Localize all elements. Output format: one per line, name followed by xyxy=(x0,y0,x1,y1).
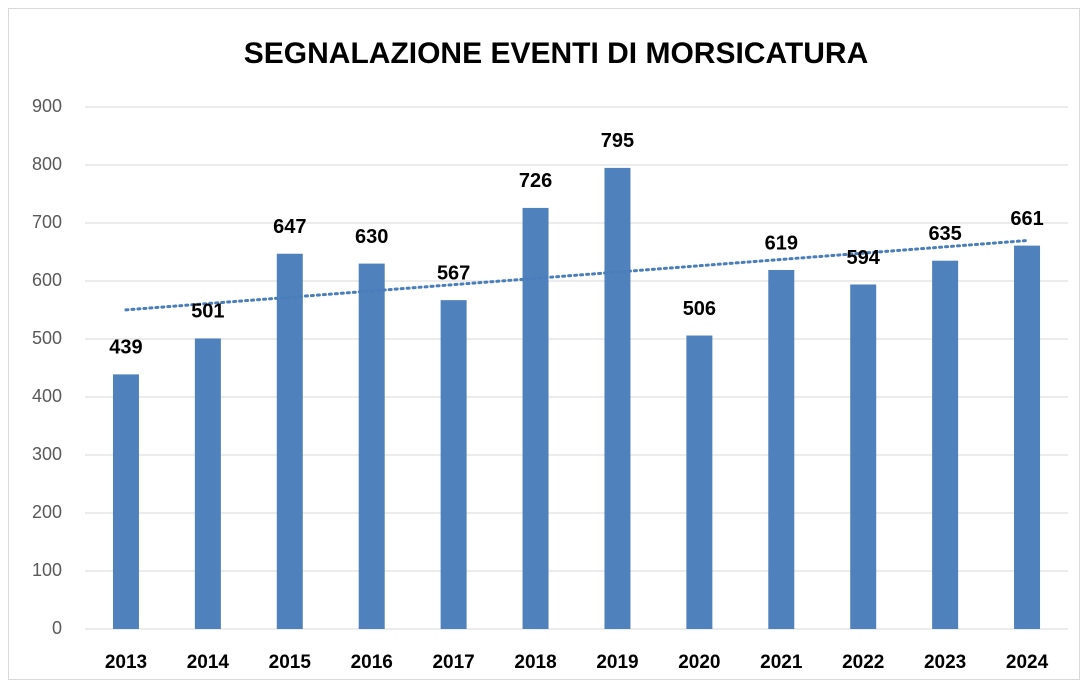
x-tick-label: 2019 xyxy=(596,652,638,673)
data-label: 726 xyxy=(519,170,552,192)
bar xyxy=(276,253,303,630)
bar xyxy=(850,284,877,629)
data-label: 594 xyxy=(847,247,881,269)
x-tick-label: 2020 xyxy=(678,652,720,673)
y-tick-label: 0 xyxy=(52,618,62,638)
x-tick-label: 2023 xyxy=(924,652,966,673)
x-tick-label: 2017 xyxy=(432,652,474,673)
y-tick-label: 600 xyxy=(32,270,62,290)
y-tick-label: 800 xyxy=(32,154,62,174)
bar xyxy=(686,335,713,629)
data-label: 630 xyxy=(355,226,388,248)
data-label: 661 xyxy=(1010,208,1043,230)
x-tick-label: 2016 xyxy=(351,652,393,673)
x-tick-label: 2018 xyxy=(514,652,556,673)
y-tick-label: 500 xyxy=(32,328,62,348)
bar xyxy=(112,374,139,629)
y-tick-label: 200 xyxy=(32,502,62,522)
data-label: 506 xyxy=(683,298,716,320)
data-label: 647 xyxy=(273,216,306,238)
x-tick-label: 2014 xyxy=(187,652,230,673)
data-label: 501 xyxy=(191,301,224,323)
bar xyxy=(358,263,385,629)
x-tick-label: 2024 xyxy=(1006,652,1049,673)
data-label: 619 xyxy=(765,232,798,254)
bar xyxy=(440,300,467,629)
data-label: 635 xyxy=(928,223,961,245)
y-tick-label: 300 xyxy=(32,444,62,464)
bar xyxy=(1014,245,1041,629)
y-tick-label: 400 xyxy=(32,386,62,406)
x-tick-label: 2021 xyxy=(760,652,803,673)
data-label: 439 xyxy=(109,337,142,359)
bar xyxy=(194,338,221,629)
x-tick-label: 2013 xyxy=(105,652,147,673)
y-tick-label: 100 xyxy=(32,560,62,580)
x-tick-label: 2022 xyxy=(842,652,884,673)
bar xyxy=(522,207,549,630)
bar xyxy=(932,260,959,629)
y-tick-label: 900 xyxy=(32,96,62,116)
trendline xyxy=(124,239,1029,312)
data-label: 795 xyxy=(601,130,634,152)
x-tick-label: 2015 xyxy=(269,652,312,673)
y-tick-label: 700 xyxy=(32,212,62,232)
bar xyxy=(604,167,631,629)
data-label: 567 xyxy=(437,262,470,284)
bar xyxy=(768,269,795,629)
chart-title: SEGNALAZIONE EVENTI DI MORSICATURA xyxy=(244,37,868,70)
